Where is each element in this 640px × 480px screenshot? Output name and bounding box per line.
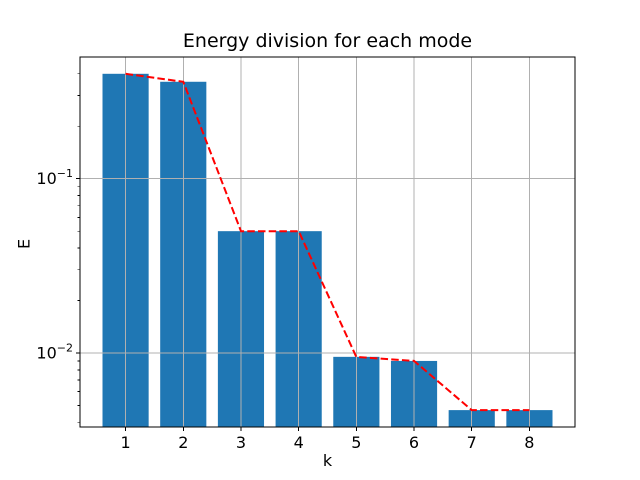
x-tick-label: 5 bbox=[351, 433, 361, 452]
chart-title: Energy division for each mode bbox=[182, 30, 473, 52]
x-tick-label: 3 bbox=[236, 433, 246, 452]
y-axis-label: E bbox=[14, 238, 34, 250]
x-tick-label: 2 bbox=[178, 433, 188, 452]
x-tick-label: 6 bbox=[409, 433, 419, 452]
x-tick-label: 1 bbox=[121, 433, 131, 452]
x-axis-label: k bbox=[322, 451, 333, 470]
plot-border bbox=[79, 56, 576, 428]
y-tick-label: 10−1 bbox=[36, 167, 73, 188]
energy-dashed-line bbox=[125, 72, 530, 412]
y-tick-label: 10−2 bbox=[36, 342, 73, 363]
x-tick-label: 8 bbox=[524, 433, 534, 452]
x-tick-label: 4 bbox=[294, 433, 304, 452]
x-tick-label: 7 bbox=[467, 433, 477, 452]
